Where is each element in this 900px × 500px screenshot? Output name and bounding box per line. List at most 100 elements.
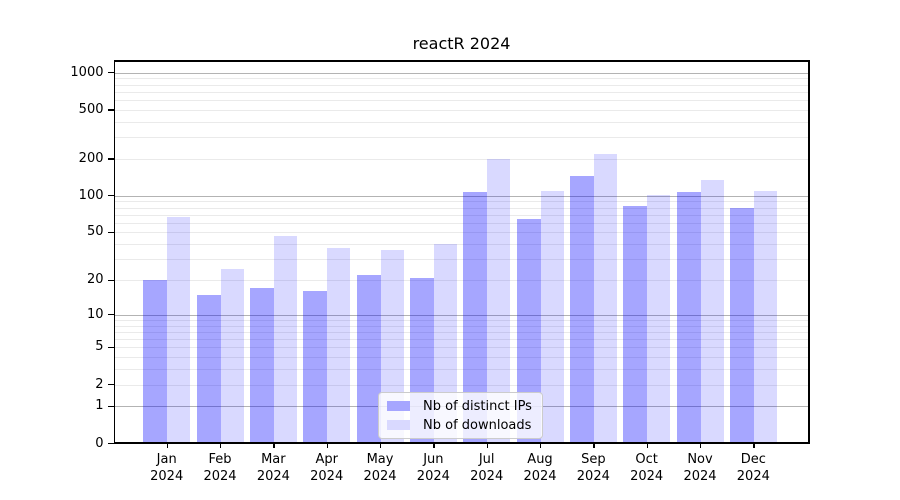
gridline-minor [113,84,810,86]
x-tick-label: Jun 2024 [416,451,450,484]
x-tick [433,443,435,448]
gridline-minor [113,158,810,160]
y-tick [107,158,114,160]
gridline-minor [113,384,810,386]
x-tick [273,443,275,448]
x-tick-label: May 2024 [363,451,397,484]
gridline-minor [113,244,810,246]
x-tick-label: Mar 2024 [256,451,290,484]
gridline-minor [113,369,810,371]
gridline-major [113,72,810,74]
spine-right [808,60,810,444]
gridline-minor [113,357,810,359]
x-tick-label: Aug 2024 [523,451,557,484]
bar-distinct-ips-apr [303,291,328,444]
gridline-minor [113,259,810,261]
x-tick [593,443,595,448]
bar-downloads-sep [593,154,617,444]
bar-distinct-ips-sep [569,176,594,444]
gridline-minor [113,280,810,282]
spine-left [113,60,116,444]
x-tick-label: Dec 2024 [736,451,770,484]
gridline-minor [113,331,810,333]
y-tick [107,405,114,407]
gridline-minor [113,325,810,327]
bar-distinct-ips-nov [676,192,701,444]
spine-bottom [113,441,810,444]
x-tick [380,443,382,448]
gridline-major [113,195,810,197]
bar-downloads-dec [753,191,777,444]
y-tick [107,384,114,386]
y-tick-label: 5 [95,339,104,355]
spine-top [113,60,810,62]
gridline-minor [113,222,810,224]
x-tick [700,443,702,448]
y-tick [107,231,114,234]
gridline-minor [113,121,810,123]
bar-distinct-ips-mar [249,288,274,444]
legend-label-distinct-ips: Nb of distinct IPs [423,398,532,414]
x-tick [326,443,328,448]
gridline-minor [113,319,810,321]
bar-downloads-oct [647,194,671,444]
x-tick-label: Sep 2024 [576,451,610,484]
legend-item-downloads: Nb of downloads [387,417,532,433]
gridline-minor [113,91,810,93]
bar-distinct-ips-jan [143,280,168,444]
y-tick [107,72,114,74]
legend: Nb of distinct IPs Nb of downloads [378,392,543,439]
x-tick [646,443,648,448]
x-tick-label: Jul 2024 [470,451,504,484]
gridline-minor [113,100,810,102]
gridline-minor [113,201,810,203]
x-tick-label: Apr 2024 [310,451,344,484]
bar-distinct-ips-dec [729,207,754,444]
legend-swatch-downloads-icon [387,420,410,430]
gridline-minor [113,207,810,209]
x-tick [220,443,222,448]
bar-downloads-mar [273,235,297,444]
chart-title: reactR 2024 [412,34,511,53]
x-tick [166,443,168,448]
bar-downloads-jul [487,159,511,444]
y-tick [107,279,114,281]
y-tick-label: 100 [78,187,104,203]
legend-swatch-distinct-ips-icon [387,401,410,411]
y-tick [107,109,114,111]
x-tick-label: Oct 2024 [630,451,664,484]
x-tick-label: Nov 2024 [683,451,717,484]
y-tick-label: 200 [78,150,104,166]
x-tick-label: Jan 2024 [150,451,184,484]
gridline-minor [113,78,810,80]
y-tick [107,443,114,445]
y-tick-label: 10 [86,306,104,322]
bar-distinct-ips-oct [623,205,648,444]
y-tick-label: 50 [86,224,104,240]
bar-distinct-ips-feb [196,294,221,444]
plot-area: Jan 2024 Feb 2024 Mar 2024 Apr 2024 May 2024 Jun 20… [70,60,810,484]
bar-distinct-ips-may [356,275,381,444]
gridline-minor [113,232,810,234]
bar-downloads-aug [540,190,564,444]
x-tick [540,443,542,448]
bar-downloads-jan [167,217,191,444]
y-tick [107,314,114,316]
x-tick-label: Feb 2024 [203,451,237,484]
y-tick [107,346,114,349]
bar-downloads-nov [700,180,724,444]
gridline-minor [113,339,810,341]
gridline-minor [113,347,810,349]
y-tick [107,195,114,197]
gridline-major [113,314,810,316]
y-tick-label: 1 [95,398,104,414]
bar-downloads-apr [327,248,351,444]
y-tick-label: 20 [86,272,104,288]
legend-item-distinct-ips: Nb of distinct IPs [387,398,532,414]
gridline-minor [113,214,810,216]
legend-label-downloads: Nb of downloads [423,417,532,433]
gridline-minor [113,109,810,111]
y-tick-label: 0 [95,435,104,451]
x-tick [486,443,488,448]
